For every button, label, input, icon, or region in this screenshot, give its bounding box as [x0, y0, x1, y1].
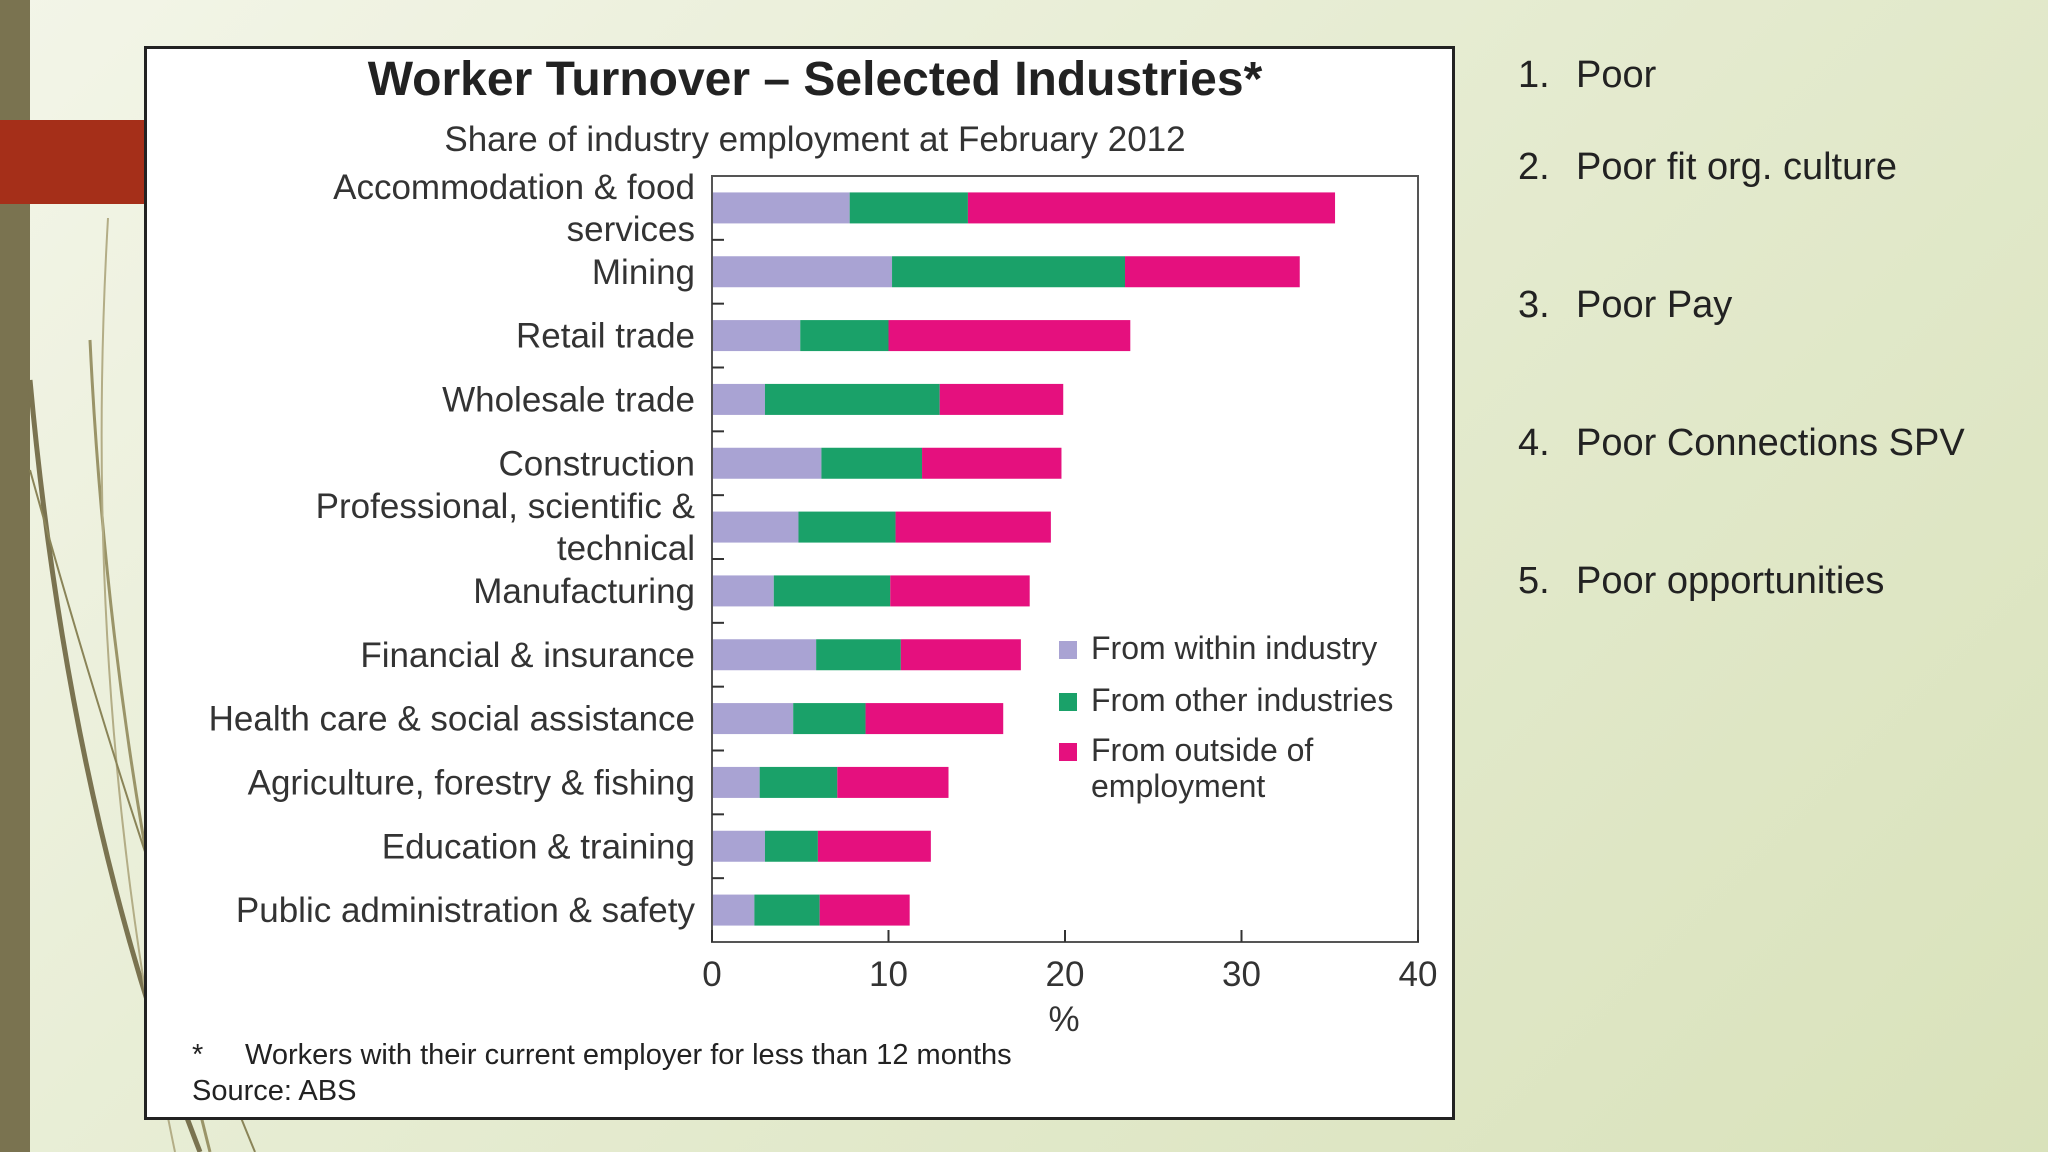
- legend-swatch: [1059, 743, 1077, 761]
- x-tick-label: 10: [869, 955, 908, 994]
- bar-segment: [754, 894, 820, 926]
- bar-segment: [895, 511, 1051, 543]
- side-list-item: 4. Poor Connections SPV: [1518, 422, 1965, 465]
- bar-segment: [900, 639, 1021, 671]
- side-list: 1. Poor 2. Poor fit org. culture 3. Poor Pa…: [1518, 0, 2038, 1152]
- accent-tab: [0, 120, 145, 204]
- x-tick-label: 20: [1046, 955, 1085, 994]
- legend-label: From within industry: [1091, 630, 1377, 666]
- bar-segment: [967, 192, 1336, 224]
- bar-segment: [712, 575, 774, 607]
- bar-segment: [712, 511, 799, 543]
- chart-title: Worker Turnover – Selected Industries*: [368, 53, 1263, 106]
- side-list-number: 5.: [1518, 560, 1550, 602]
- axes: 0 10 20 30 40: [702, 175, 1438, 994]
- category-label: Manufacturing: [473, 572, 695, 611]
- bar-segment: [837, 766, 949, 798]
- side-list-item: 2. Poor fit org. culture: [1518, 146, 1897, 189]
- bar-segment: [800, 320, 889, 352]
- category-label: Mining: [592, 253, 695, 292]
- bar-segment: [759, 766, 838, 798]
- bar-segment: [892, 256, 1126, 288]
- bar-segment: [817, 830, 931, 862]
- side-list-number: 3.: [1518, 284, 1550, 326]
- bar-segment: [712, 447, 822, 479]
- bar-segment: [939, 383, 1064, 415]
- bar-segment: [712, 766, 760, 798]
- side-list-text: Poor Connections SPV: [1576, 422, 1965, 464]
- category-label: Health care & social assistance: [209, 700, 695, 739]
- bar-segment: [764, 830, 818, 862]
- x-axis-label: %: [1048, 1000, 1079, 1039]
- legend: From within industry From other industrie…: [1059, 630, 1393, 804]
- bar-segment: [712, 894, 755, 926]
- bar-segment: [922, 447, 1062, 479]
- bars: [712, 192, 1336, 926]
- bar-segment: [865, 703, 1004, 735]
- side-list-item: 3. Poor Pay: [1518, 284, 1732, 327]
- category-label: Retail trade: [516, 317, 695, 356]
- bar-segment: [798, 511, 896, 543]
- bar-segment: [1125, 256, 1300, 288]
- bar-segment: [816, 639, 901, 671]
- side-list-text: Poor: [1576, 54, 1657, 96]
- side-list-item: 5. Poor opportunities: [1518, 560, 1884, 603]
- side-list-number: 2.: [1518, 146, 1550, 188]
- legend-label: From outside of: [1091, 732, 1313, 768]
- legend-swatch: [1059, 641, 1077, 659]
- bar-segment: [793, 703, 866, 735]
- bar-segment: [821, 447, 923, 479]
- source-text: Source: ABS: [192, 1075, 356, 1107]
- x-tick-label: 40: [1399, 955, 1438, 994]
- category-label: Construction: [499, 444, 695, 483]
- side-list-text: Poor opportunities: [1576, 560, 1885, 602]
- bar-segment: [819, 894, 910, 926]
- bar-segment: [712, 256, 893, 288]
- bar-segment: [888, 320, 1131, 352]
- bar-segment: [712, 320, 801, 352]
- legend-label: From other industries: [1091, 682, 1393, 718]
- category-label: Professional, scientific &: [316, 487, 695, 526]
- bar-segment: [712, 383, 765, 415]
- bar-segment: [849, 192, 968, 224]
- chart-frame: Worker Turnover – Selected Industries* S…: [144, 46, 1455, 1120]
- bar-segment: [712, 192, 850, 224]
- bar-segment: [712, 639, 817, 671]
- plot-frame: [711, 175, 1419, 943]
- category-label: services: [567, 210, 695, 249]
- legend-label: employment: [1091, 768, 1265, 804]
- footnote-marker: *: [192, 1039, 203, 1071]
- bar-segment: [773, 575, 891, 607]
- category-label: Financial & insurance: [360, 636, 695, 675]
- side-list-number: 4.: [1518, 422, 1550, 464]
- category-label: Wholesale trade: [442, 380, 695, 419]
- category-label: Public administration & safety: [236, 891, 696, 930]
- side-list-text: Poor Pay: [1576, 284, 1733, 326]
- category-label: Education & training: [382, 827, 695, 866]
- bar-segment: [712, 830, 765, 862]
- chart-svg: Worker Turnover – Selected Industries* S…: [192, 53, 1438, 1107]
- chart-subtitle: Share of industry employment at February…: [444, 120, 1185, 159]
- category-label: Agriculture, forestry & fishing: [248, 763, 695, 802]
- legend-swatch: [1059, 693, 1077, 711]
- bar-segment: [890, 575, 1030, 607]
- side-list-item: 1. Poor: [1518, 54, 1656, 97]
- footnote-text: Workers with their current employer for …: [245, 1039, 1012, 1071]
- side-list-text: Poor fit org. culture: [1576, 146, 1898, 188]
- x-tick-label: 30: [1222, 955, 1261, 994]
- x-tick-label: 0: [702, 955, 721, 994]
- bar-segment: [764, 383, 940, 415]
- category-label: Accommodation & food: [333, 168, 695, 207]
- bar-segment: [712, 703, 794, 735]
- side-list-number: 1.: [1518, 54, 1550, 96]
- category-label: technical: [557, 529, 695, 568]
